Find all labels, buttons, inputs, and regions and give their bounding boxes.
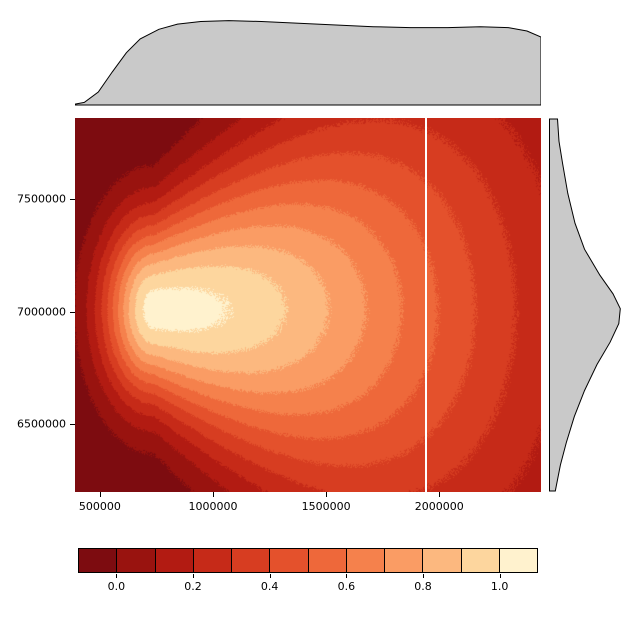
legend-tick-label: 0.8 [414,580,432,593]
legend-tick-mark [116,574,118,578]
legend-tick-label: 0.0 [107,580,126,593]
legend-cell [346,549,385,572]
y-tick-label: 7000000 [17,305,66,319]
legend-cell [193,549,232,572]
color-legend-bar [78,548,538,573]
x-tick-mark [99,492,101,497]
top-marginal-density [75,20,541,106]
legend-tick-label: 1.0 [490,580,509,593]
x-tick-mark [439,492,441,497]
x-tick-mark [326,492,328,497]
heatmap-canvas [75,118,541,492]
y-tick-mark [70,199,75,201]
x-tick-label: 2000000 [414,500,464,513]
legend-cell [79,549,118,572]
legend-tick-label: 0.4 [260,580,279,593]
legend-tick-mark [193,574,194,578]
x-tick-mark [212,492,214,497]
x-tick-label: 1500000 [301,500,351,513]
legend-cell [385,549,424,572]
top-marginal-path [75,20,541,106]
right-marginal-path [549,118,621,492]
y-tick-label: 6500000 [17,417,66,431]
legend-tick-mark [346,574,348,578]
x-tick-label: 1000000 [188,500,238,513]
legend-cell [308,549,347,572]
legend-tick-mark [423,574,424,578]
right-marginal-density [549,118,621,492]
legend-cell [499,549,537,572]
reference-line [424,118,427,492]
legend-cell [461,549,500,572]
legend-cell [270,549,309,572]
y-tick-label: 7500000 [17,192,66,206]
legend-cell [155,549,194,572]
legend-tick-mark [499,574,501,578]
legend-tick-label: 0.2 [184,580,202,593]
legend-cell [232,549,271,572]
legend-tick-mark [269,574,271,578]
legend-cell [423,549,462,572]
y-tick-mark [70,424,75,426]
y-tick-mark [70,311,75,313]
legend-tick-label: 0.6 [337,580,356,593]
legend-cell [117,549,156,572]
x-tick-label: 500000 [78,500,121,513]
